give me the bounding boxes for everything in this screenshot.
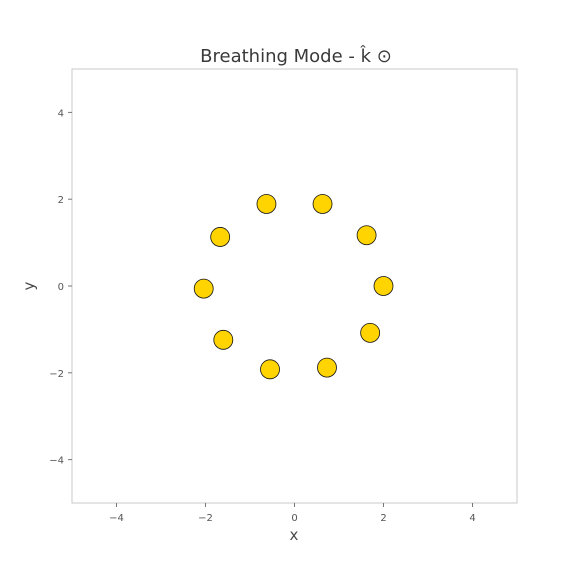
y-tick-label: 2 <box>58 195 64 206</box>
scatter-point <box>360 322 381 343</box>
y-tick-label: −2 <box>49 369 64 380</box>
x-tick-label: −4 <box>109 513 124 524</box>
y-axis-ticks: −4 −2 0 2 4 <box>49 108 72 467</box>
scatter-points <box>193 194 394 380</box>
scatter-point <box>260 359 280 380</box>
scatter-point <box>213 329 234 350</box>
scatter-point <box>256 194 277 214</box>
y-tick-label: 0 <box>58 282 64 293</box>
y-axis-label: y <box>20 281 38 290</box>
scatter-point <box>317 357 337 378</box>
x-tick-label: 0 <box>291 513 297 524</box>
scatter-point <box>356 225 377 246</box>
x-tick-label: 4 <box>469 513 475 524</box>
x-axis-ticks: −4 −2 0 2 4 <box>109 503 476 524</box>
scatter-point <box>312 194 333 214</box>
y-tick-label: −4 <box>49 456 64 467</box>
scatter-point <box>210 227 231 247</box>
x-tick-label: −2 <box>198 513 213 524</box>
scatter-point <box>193 278 214 299</box>
x-axis-label: x <box>290 526 299 544</box>
scatter-point <box>373 276 394 296</box>
plot-area <box>71 68 518 504</box>
chart-title: Breathing Mode - k̂ ⊙ <box>200 46 392 67</box>
x-tick-label: 2 <box>380 513 386 524</box>
y-tick-label: 4 <box>58 108 64 119</box>
